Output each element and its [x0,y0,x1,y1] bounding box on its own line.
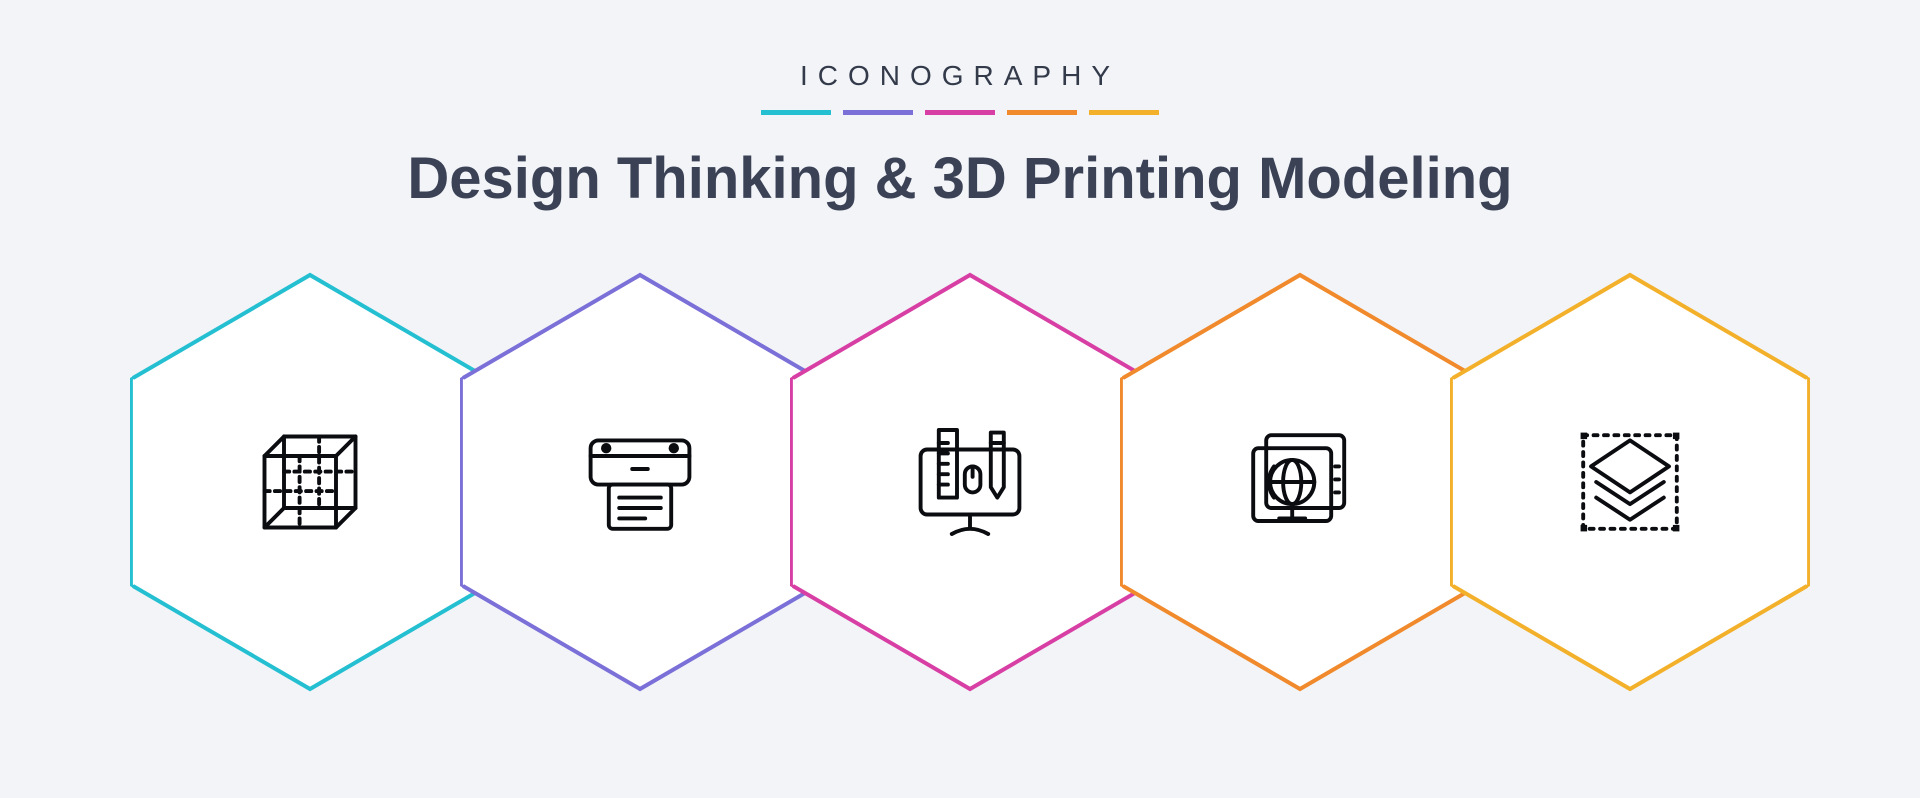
layers-icon [1555,407,1705,557]
hex-globe [1120,274,1480,690]
globe-frame-icon [1225,407,1375,557]
underline-segment [843,110,913,115]
hex-monitor [790,274,1150,690]
hex-cube [130,274,490,690]
underline-segment [761,110,831,115]
hex-layers [1450,274,1810,690]
cube-wireframe-icon [235,407,385,557]
underline-segment [1089,110,1159,115]
header: ICONOGRAPHY Design Thinking & 3D Printin… [407,60,1512,212]
brand-underline [407,110,1512,115]
page-title: Design Thinking & 3D Printing Modeling [407,145,1512,212]
underline-segment [925,110,995,115]
design-monitor-icon [895,407,1045,557]
underline-segment [1007,110,1077,115]
hex-row [0,242,1920,722]
hex-printer [460,274,820,690]
brand-label: ICONOGRAPHY [407,60,1512,92]
printer-icon [565,407,715,557]
